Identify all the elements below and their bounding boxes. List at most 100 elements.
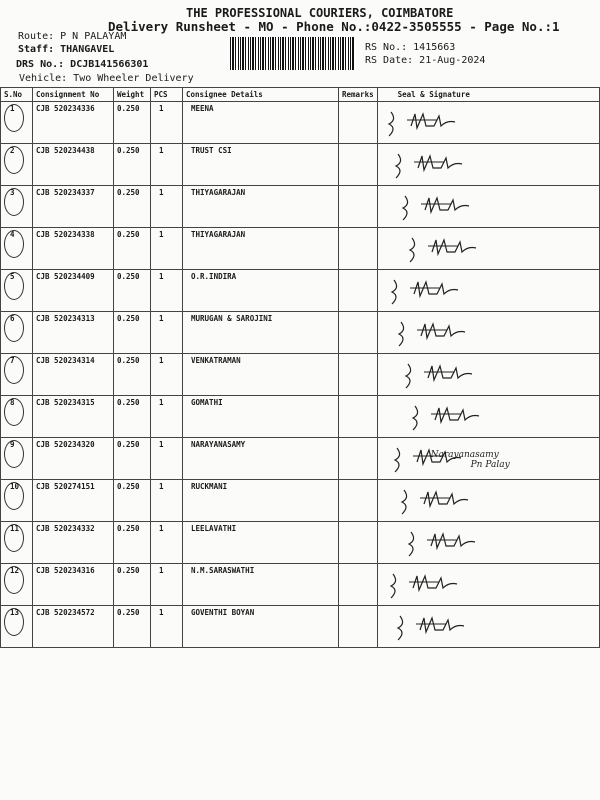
weight: 0.250 <box>113 353 151 396</box>
weight: 0.250 <box>113 185 151 228</box>
consignee-name: TRUST CSI <box>182 143 339 186</box>
pieces: 1 <box>150 353 183 396</box>
signature-cell: Narayanasamy Pn Palay <box>376 437 600 480</box>
consignee-name: GOVENTHI BOYAN <box>182 605 339 648</box>
hand-drawn-circle <box>4 524 24 552</box>
signature-scribble <box>407 531 475 557</box>
weight: 0.250 <box>113 563 151 606</box>
pieces: 1 <box>150 185 183 228</box>
remarks <box>338 227 378 270</box>
hand-drawn-circle <box>4 482 24 510</box>
signature-cell <box>376 521 600 564</box>
table-row: 11 CJB 520234332 0.250 1 LEELAVATHI <box>0 521 600 564</box>
signature-cell <box>376 101 600 144</box>
consignment-number: CJB 520234338 <box>32 227 114 270</box>
handwritten-note: Pn Palay <box>470 460 510 470</box>
hand-drawn-circle <box>4 230 24 258</box>
signature-cell <box>376 395 600 438</box>
consignment-number: CJB 520234320 <box>32 437 114 480</box>
serial-number: 6 <box>0 311 33 354</box>
serial-number: 13 <box>0 605 33 648</box>
handwritten-note: Narayanasamy <box>430 450 499 460</box>
barcode <box>230 37 355 70</box>
pieces: 1 <box>150 227 183 270</box>
remarks <box>338 101 378 144</box>
consignment-number: CJB 520234572 <box>32 605 114 648</box>
drs-number: DRS No.: DCJB141566301 <box>16 59 149 70</box>
runsheet-table: S.No Consignment No Weight PCS Consignee Det… <box>0 87 600 648</box>
table-row: 8 CJB 520234315 0.250 1 GOMATHI <box>0 395 600 438</box>
serial-number: 3 <box>0 185 33 228</box>
route: Route: P N PALAYAM <box>18 31 127 42</box>
signature-cell <box>376 227 600 270</box>
serial-number: 5 <box>0 269 33 312</box>
table-row: 2 CJB 520234438 0.250 1 TRUST CSI <box>0 143 600 186</box>
rs-date: RS Date: 21-Aug-2024 <box>365 55 486 66</box>
consignment-number: CJB 520234409 <box>32 269 114 312</box>
remarks <box>338 563 378 606</box>
table-row: 3 CJB 520234337 0.250 1 THIYAGARAJAN <box>0 185 600 228</box>
signature-cell <box>376 185 600 228</box>
consignment-number: CJB 520234316 <box>32 563 114 606</box>
hand-drawn-circle <box>4 146 24 174</box>
signature-cell <box>376 353 600 396</box>
signature-scribble <box>393 447 461 473</box>
remarks <box>338 185 378 228</box>
hand-drawn-circle <box>4 104 24 132</box>
signature-scribble <box>396 615 464 641</box>
weight: 0.250 <box>113 101 151 144</box>
pieces: 1 <box>150 269 183 312</box>
column-header: PCS <box>150 87 183 102</box>
serial-number: 2 <box>0 143 33 186</box>
consignee-name: MEENA <box>182 101 339 144</box>
signature-scribble <box>390 279 458 305</box>
weight: 0.250 <box>113 269 151 312</box>
serial-number: 12 <box>0 563 33 606</box>
column-header: Consignee Details <box>182 87 339 102</box>
runsheet-subtitle: Delivery Runsheet - MO - Phone No.:0422-… <box>108 19 560 34</box>
weight: 0.250 <box>113 605 151 648</box>
remarks <box>338 269 378 312</box>
table-row: 12 CJB 520234316 0.250 1 N.M.SARASWATHI <box>0 563 600 606</box>
serial-number: 1 <box>0 101 33 144</box>
weight: 0.250 <box>113 311 151 354</box>
pieces: 1 <box>150 143 183 186</box>
pieces: 1 <box>150 563 183 606</box>
pieces: 1 <box>150 311 183 354</box>
hand-drawn-circle <box>4 566 24 594</box>
column-header: Consignment No <box>32 87 114 102</box>
column-header: S.No <box>0 87 33 102</box>
consignment-number: CJB 520234332 <box>32 521 114 564</box>
signature-scribble <box>397 321 465 347</box>
remarks <box>338 521 378 564</box>
staff: Staff: THANGAVEL <box>18 44 115 55</box>
remarks <box>338 437 378 480</box>
consignee-name: THIYAGARAJAN <box>182 227 339 270</box>
signature-scribble <box>408 237 476 263</box>
signature-cell <box>376 479 600 522</box>
signature-scribble <box>404 363 472 389</box>
table-row: 4 CJB 520234338 0.250 1 THIYAGARAJAN <box>0 227 600 270</box>
signature-cell <box>376 605 600 648</box>
consignee-name: GOMATHI <box>182 395 339 438</box>
consignment-number: CJB 520234313 <box>32 311 114 354</box>
hand-drawn-circle <box>4 608 24 636</box>
consignment-number: CJB 520234438 <box>32 143 114 186</box>
pieces: 1 <box>150 605 183 648</box>
consignment-number: CJB 520274151 <box>32 479 114 522</box>
signature-scribble <box>394 153 462 179</box>
signature-cell <box>376 311 600 354</box>
column-header: Weight <box>113 87 151 102</box>
signature-scribble <box>401 195 469 221</box>
hand-drawn-circle <box>4 398 24 426</box>
column-header: Remarks <box>338 87 378 102</box>
remarks <box>338 395 378 438</box>
weight: 0.250 <box>113 437 151 480</box>
serial-number: 11 <box>0 521 33 564</box>
hand-drawn-circle <box>4 188 24 216</box>
consignee-name: VENKATRAMAN <box>182 353 339 396</box>
remarks <box>338 605 378 648</box>
hand-drawn-circle <box>4 314 24 342</box>
weight: 0.250 <box>113 479 151 522</box>
consignee-name: THIYAGARAJAN <box>182 185 339 228</box>
